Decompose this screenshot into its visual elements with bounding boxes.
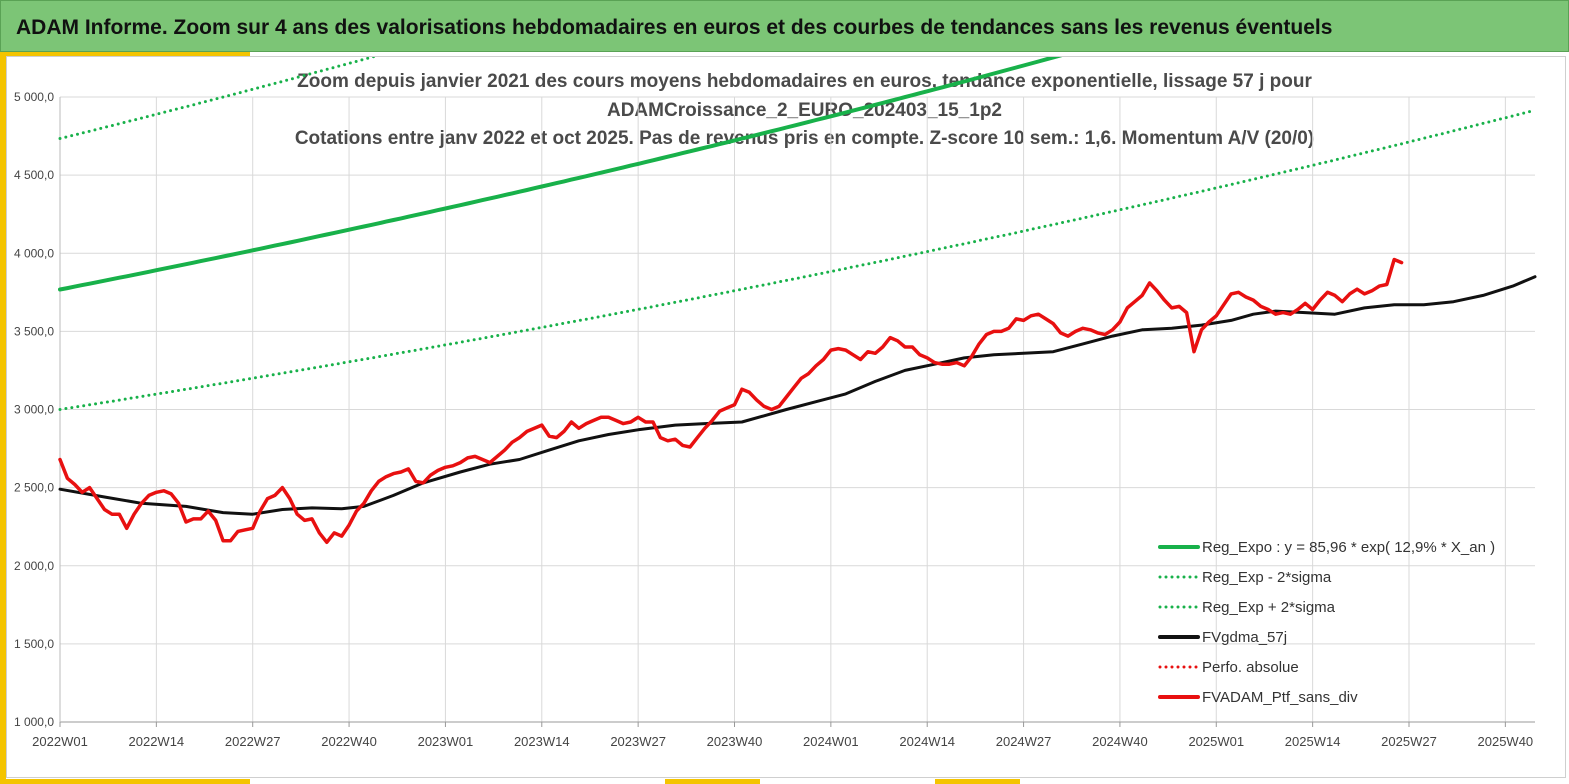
header-banner: ADAM Informe. Zoom sur 4 ans des valoris… [0,0,1569,52]
y-tick-label: 1 000,0 [14,715,54,729]
series-line-ma [58,275,1537,516]
series-line-price [58,257,1404,545]
legend-entry: FVADAM_Ptf_sans_div [1202,689,1358,706]
chart-title-line-3: Cotations entre janv 2022 et oct 2025. P… [294,128,1315,149]
x-tick-label: 2023W14 [514,734,570,749]
x-tick-label: 2023W01 [418,734,474,749]
x-tick-label: 2024W14 [899,734,955,749]
legend-entry: Reg_Exp - 2*sigma [1202,569,1332,586]
x-tick-label: 2022W27 [225,734,281,749]
x-tick-label: 2024W01 [803,734,859,749]
legend-entry: FVgdma_57j [1202,629,1287,646]
x-tick-label: 2022W40 [321,734,377,749]
accent-bar-bottom [935,779,1020,784]
legend-entry: Perfo. absolue [1202,659,1299,676]
chart-title-line-1: Zoom depuis janvier 2021 des cours moyen… [297,71,1312,92]
y-tick-label: 4 000,0 [14,246,54,260]
y-tick-label: 3 000,0 [14,403,54,417]
y-tick-label: 3 500,0 [14,324,54,338]
legend-entry: Reg_Expo : y = 85,96 * exp( 12,9% * X_an… [1202,539,1495,556]
x-tick-label: 2023W40 [707,734,763,749]
x-tick-label: 2022W01 [32,734,88,749]
accent-bar-bottom [0,779,250,784]
accent-bar-left [0,52,6,784]
x-tick-label: 2023W27 [610,734,666,749]
y-tick-label: 2 500,0 [14,481,54,495]
accent-bar-top [0,52,250,56]
x-tick-label: 2022W14 [129,734,185,749]
y-tick-label: 5 000,0 [14,90,54,104]
x-tick-label: 2025W14 [1285,734,1341,749]
x-tick-label: 2024W40 [1092,734,1148,749]
series-line-reg_lower [58,108,1537,411]
series-line-reg_expo [58,57,1063,292]
x-tick-label: 2024W27 [996,734,1052,749]
legend-entry: Reg_Exp + 2*sigma [1202,599,1336,616]
x-tick-label: 2025W40 [1478,734,1534,749]
y-tick-label: 1 500,0 [14,637,54,651]
x-tick-label: 2025W01 [1188,734,1244,749]
x-tick-label: 2025W27 [1381,734,1437,749]
y-tick-label: 4 500,0 [14,168,54,182]
chart-plot: 1 000,0 1 500,0 2 000,0 2 500,0 3 000,0 3 500… [14,57,1537,749]
page-title: ADAM Informe. Zoom sur 4 ans des valoris… [16,16,1333,39]
y-tick-label: 2 000,0 [14,559,54,573]
chart-title-line-2: ADAMCroissance_2_EURO_202403_15_1p2 [606,100,1002,121]
accent-bar-bottom [665,779,760,784]
chart-area: Zoom depuis janvier 2021 des cours moyen… [6,56,1566,778]
